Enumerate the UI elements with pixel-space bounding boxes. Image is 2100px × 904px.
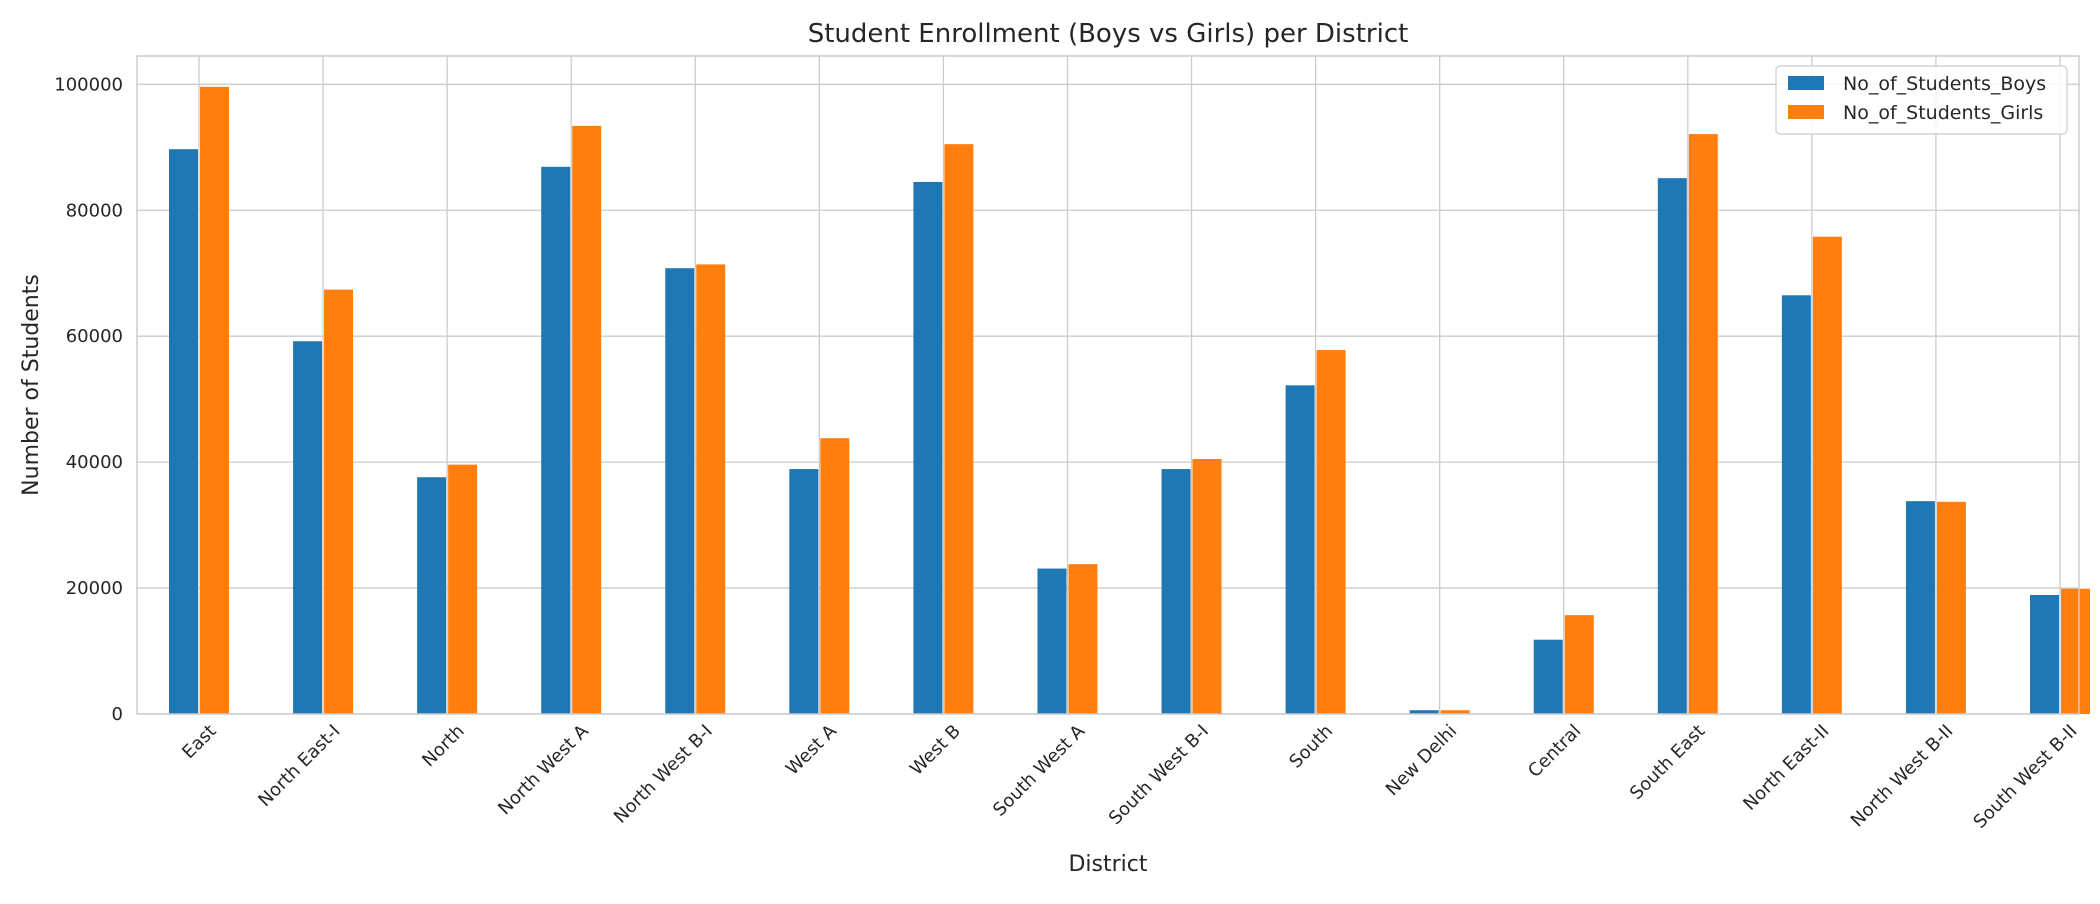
x-tick-label: North West B-II — [1847, 721, 1958, 832]
bar — [1161, 469, 1191, 714]
legend-label-girls: No_of_Students_Girls — [1843, 102, 2043, 124]
bar — [789, 469, 819, 714]
chart-title: Student Enrollment (Boys vs Girls) per D… — [808, 19, 1409, 49]
x-tick-labels: East North East-I North North West A North W… — [178, 720, 2081, 833]
bar — [200, 86, 229, 715]
x-tick-label: New Delhi — [1382, 721, 1461, 800]
x-tick-label: South East — [1626, 721, 1709, 804]
bar — [1688, 134, 1718, 714]
x-tick-label: South — [1285, 721, 1337, 773]
bar — [1564, 615, 1594, 714]
bar — [820, 438, 850, 714]
bar — [324, 289, 354, 714]
y-tick-label: 0 — [112, 704, 123, 725]
y-axis-label: Number of Students — [19, 274, 44, 496]
bar — [1192, 458, 1222, 714]
bar — [944, 144, 974, 715]
bar — [1316, 350, 1346, 714]
bar — [541, 166, 571, 715]
y-tick-label: 20000 — [66, 578, 123, 599]
plot-frame — [136, 55, 2080, 715]
bar — [572, 125, 602, 714]
bar — [696, 264, 726, 714]
x-tick-label: North West B-I — [610, 721, 717, 828]
bar — [1068, 564, 1098, 714]
legend-swatch-boys — [1788, 76, 1824, 90]
bar — [1781, 295, 1811, 714]
y-tick-label: 80000 — [66, 200, 123, 221]
x-tick-label: West A — [782, 720, 841, 779]
bar — [1657, 178, 1687, 714]
bar — [1533, 639, 1563, 714]
x-tick-label: East — [178, 721, 220, 763]
bar — [1409, 710, 1439, 714]
x-tick-label: North East-II — [1739, 721, 1833, 815]
bar — [293, 341, 323, 714]
x-tick-label: North West A — [494, 720, 593, 819]
bar — [1037, 568, 1067, 714]
bar — [2030, 594, 2059, 714]
bar — [913, 181, 943, 715]
legend: No_of_Students_Boys No_of_Students_Girls — [1775, 65, 2068, 135]
x-tick-label: South West A — [989, 720, 1089, 820]
x-tick-label: North East-I — [254, 721, 344, 811]
legend-label-boys: No_of_Students_Boys — [1843, 73, 2046, 95]
x-tick-label: West B — [906, 721, 965, 780]
y-tick-label: 40000 — [66, 452, 123, 473]
y-tick-labels: 0 20000 40000 60000 80000 100000 — [54, 74, 123, 725]
x-tick-label: South West B-I — [1105, 721, 1213, 829]
bar — [169, 149, 198, 714]
bar — [1905, 501, 1935, 714]
y-tick-label: 60000 — [66, 326, 123, 347]
y-tick-label: 100000 — [54, 74, 123, 95]
bar — [417, 477, 447, 714]
legend-box — [1775, 65, 2068, 135]
bar — [2061, 588, 2090, 714]
bar — [1812, 236, 1842, 715]
x-tick-label: North — [418, 721, 468, 771]
bar — [665, 268, 695, 714]
x-tick-label: Central — [1524, 721, 1585, 782]
bar — [448, 464, 478, 714]
bar — [1440, 710, 1470, 714]
bar — [1285, 385, 1315, 714]
legend-swatch-girls — [1788, 105, 1824, 119]
bars — [169, 86, 2090, 715]
x-axis-label: District — [1068, 852, 1147, 877]
bar — [1936, 501, 1966, 714]
grid-lines — [137, 56, 2079, 715]
x-tick-label: South West B-II — [1969, 721, 2081, 833]
